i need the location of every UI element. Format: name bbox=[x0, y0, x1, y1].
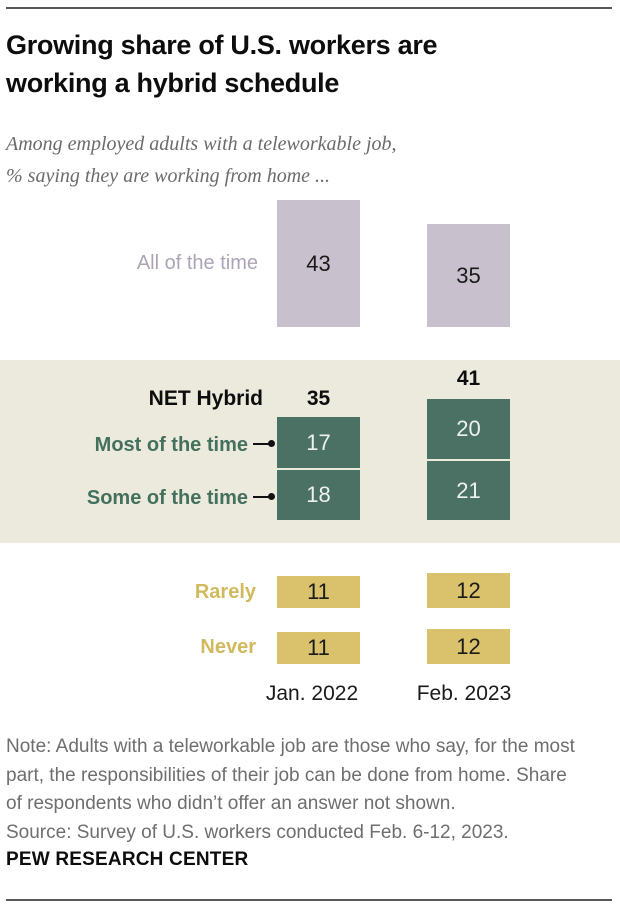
source-line: Source: Survey of U.S. workers conducted… bbox=[6, 821, 509, 843]
row-label-net-hybrid: NET Hybrid bbox=[148, 387, 263, 410]
net-hybrid-value-jan2022: 35 bbox=[306, 387, 331, 410]
bar-never-jan2022: 11 bbox=[277, 632, 360, 664]
bar-value-some-jan2022: 18 bbox=[306, 482, 331, 507]
bottom-divider-rule bbox=[6, 899, 612, 901]
bar-value-some-feb2023: 21 bbox=[456, 477, 481, 503]
chart-subtitle-line-2: % saying they are working from home ... bbox=[6, 165, 331, 187]
note-line: Note: Adults with a teleworkable job are… bbox=[6, 736, 575, 757]
leader-line-most bbox=[253, 443, 271, 445]
row-label-never: Never bbox=[200, 636, 256, 658]
row-label-most-of-the-time: Most of the time bbox=[94, 434, 248, 456]
row-label-all-of-the-time: All of the time bbox=[136, 252, 258, 274]
bar-some-feb2023: 21 bbox=[427, 461, 510, 520]
column-label-jan-2022: Jan. 2022 bbox=[265, 682, 359, 705]
leader-dot-most bbox=[268, 440, 275, 447]
note-line: part, the responsibilities of their job … bbox=[6, 764, 567, 786]
chart-subtitle-line-1: Among employed adults with a teleworkabl… bbox=[6, 133, 397, 155]
bar-rarely-jan2022: 11 bbox=[277, 576, 360, 608]
row-label-some-of-the-time: Some of the time bbox=[86, 487, 248, 509]
note-line: of respondents who didn’t offer an answe… bbox=[6, 793, 456, 814]
bar-value-most-feb2023: 20 bbox=[456, 416, 481, 441]
bar-most-feb2023: 20 bbox=[427, 399, 510, 459]
bar-all-feb2023: 35 bbox=[427, 224, 510, 327]
bar-rarely-feb2023: 12 bbox=[427, 573, 510, 608]
bar-value-never-jan2022: 11 bbox=[307, 635, 330, 660]
row-label-rarely: Rarely bbox=[194, 581, 256, 603]
bar-never-feb2023: 12 bbox=[427, 629, 510, 664]
bar-value-rarely-feb2023: 12 bbox=[456, 577, 481, 603]
bar-value-rarely-jan2022: 11 bbox=[307, 579, 330, 604]
bar-value-all-feb2023: 35 bbox=[456, 262, 481, 288]
column-label-feb-2023: Feb. 2023 bbox=[416, 682, 512, 705]
bar-value-all-jan2022: 43 bbox=[306, 250, 331, 276]
leader-line-some bbox=[253, 496, 271, 498]
bar-value-never-feb2023: 12 bbox=[456, 633, 481, 659]
bar-some-jan2022: 18 bbox=[277, 470, 360, 520]
pew-research-center-brand: PEW RESEARCH CENTER bbox=[6, 849, 249, 870]
bar-most-jan2022: 17 bbox=[277, 417, 360, 468]
bar-value-most-jan2022: 17 bbox=[306, 429, 331, 455]
leader-dot-some bbox=[268, 493, 275, 500]
chart-title-line-2: working a hybrid schedule bbox=[6, 68, 340, 98]
note-source-block: Note: Adults with a teleworkable job are… bbox=[6, 733, 575, 847]
net-hybrid-value-feb2023: 41 bbox=[456, 367, 481, 390]
top-divider-rule bbox=[6, 7, 612, 9]
bar-all-jan2022: 43 bbox=[277, 200, 360, 327]
chart-title-line-1: Growing share of U.S. workers are bbox=[6, 30, 438, 60]
